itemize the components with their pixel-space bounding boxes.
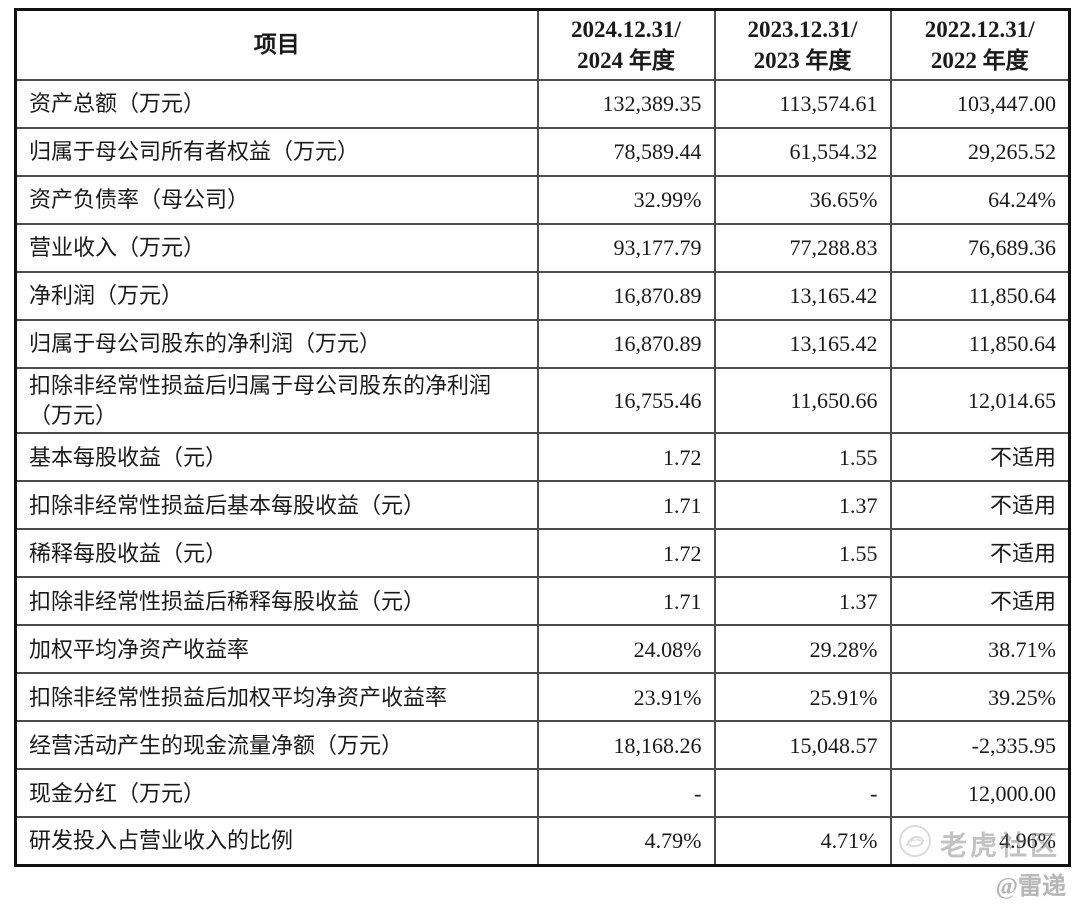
value-2024: 16,870.89 xyxy=(536,319,716,369)
table-row-debt-ratio: 资产负债率（母公司） 32.99% 36.65% 64.24% xyxy=(14,175,1071,225)
value-2024: 93,177.79 xyxy=(536,223,716,273)
value-2022: 不适用 xyxy=(889,528,1071,579)
value-2022: 11,850.64 xyxy=(889,271,1071,321)
value-2022: -2,335.95 xyxy=(889,720,1071,771)
header-2023-line2: 2023 年度 xyxy=(753,48,852,73)
value-2023: 113,574.61 xyxy=(713,79,892,129)
row-label: 营业收入（万元） xyxy=(14,223,539,273)
value-2023: 1.55 xyxy=(713,528,892,579)
table-row-adjusted-diluted-eps: 扣除非经常性损益后稀释每股收益（元） 1.71 1.37 不适用 xyxy=(14,576,1071,627)
value-2024: 24.08% xyxy=(536,624,716,675)
financial-summary-table: 项目 2024.12.31/ 2024 年度 2023.12.31/ 2023 … xyxy=(14,8,1071,867)
header-2023-line1: 2023.12.31/ xyxy=(747,16,858,42)
value-2022: 12,000.00 xyxy=(889,768,1071,819)
header-2023-column: 2023.12.31/ 2023 年度 xyxy=(713,8,892,81)
table-row-revenue: 营业收入（万元） 93,177.79 77,288.83 76,689.36 xyxy=(14,223,1071,273)
row-label: 扣除非经常性损益后基本每股收益（元） xyxy=(14,480,539,531)
value-2024: 1.71 xyxy=(536,480,716,531)
header-2024-column: 2024.12.31/ 2024 年度 xyxy=(536,8,716,81)
value-2023: 36.65% xyxy=(713,175,892,225)
table-row-parent-net-profit: 归属于母公司股东的净利润（万元） 16,870.89 13,165.42 11,… xyxy=(14,319,1071,369)
value-2022: 38.71% xyxy=(889,624,1071,675)
value-2024: 1.72 xyxy=(536,528,716,579)
watermark-author-handle: @雷递 xyxy=(995,874,1066,900)
value-2023: 1.37 xyxy=(713,576,892,627)
value-2023: 13,165.42 xyxy=(713,319,892,369)
row-label: 归属于母公司股东的净利润（万元） xyxy=(14,319,539,369)
value-2023: 15,048.57 xyxy=(713,720,892,771)
row-label: 稀释每股收益（元） xyxy=(14,528,539,579)
value-2024: 18,168.26 xyxy=(536,720,716,771)
table-row-adjusted-basic-eps: 扣除非经常性损益后基本每股收益（元） 1.71 1.37 不适用 xyxy=(14,480,1071,531)
header-item-column: 项目 xyxy=(14,8,539,81)
row-label: 净利润（万元） xyxy=(14,271,539,321)
value-2022: 11,850.64 xyxy=(889,319,1071,369)
value-2024: 132,389.35 xyxy=(536,79,716,129)
row-label: 加权平均净资产收益率 xyxy=(14,624,539,675)
table-row-adjusted-parent-net-profit: 扣除非经常性损益后归属于母公司股东的净利润（万元） 16,755.46 11,6… xyxy=(14,366,1071,435)
value-2022: 4.96% xyxy=(889,816,1071,867)
value-2022: 39.25% xyxy=(889,672,1071,723)
row-label: 扣除非经常性损益后加权平均净资产收益率 xyxy=(14,672,539,723)
value-2024: - xyxy=(536,768,716,819)
table-row-operating-cash-flow: 经营活动产生的现金流量净额（万元） 18,168.26 15,048.57 -2… xyxy=(14,720,1071,771)
value-2024: 78,589.44 xyxy=(536,127,716,177)
header-2024-line2: 2024 年度 xyxy=(577,48,675,73)
row-label: 经营活动产生的现金流量净额（万元） xyxy=(14,720,539,771)
row-label: 扣除非经常性损益后稀释每股收益（元） xyxy=(14,576,539,627)
row-label: 基本每股收益（元） xyxy=(14,432,539,483)
value-2022: 29,265.52 xyxy=(889,127,1071,177)
value-2023: - xyxy=(713,768,892,819)
value-2023: 11,650.66 xyxy=(713,366,892,435)
table-row-cash-dividend: 现金分红（万元） - - 12,000.00 xyxy=(14,768,1071,819)
header-2022-line1: 2022.12.31/ xyxy=(924,16,1035,42)
table-header-row: 项目 2024.12.31/ 2024 年度 2023.12.31/ 2023 … xyxy=(14,8,1071,81)
value-2022: 64.24% xyxy=(889,175,1071,225)
value-2024: 4.79% xyxy=(536,816,716,867)
table-row-diluted-eps: 稀释每股收益（元） 1.72 1.55 不适用 xyxy=(14,528,1071,579)
table-row-adjusted-weighted-roe: 扣除非经常性损益后加权平均净资产收益率 23.91% 25.91% 39.25% xyxy=(14,672,1071,723)
value-2024: 23.91% xyxy=(536,672,716,723)
value-2023: 1.37 xyxy=(713,480,892,531)
row-label: 资产总额（万元） xyxy=(14,79,539,129)
value-2024: 32.99% xyxy=(536,175,716,225)
value-2022: 76,689.36 xyxy=(889,223,1071,273)
table-row-parent-equity: 归属于母公司所有者权益（万元） 78,589.44 61,554.32 29,2… xyxy=(14,127,1071,177)
row-label: 归属于母公司所有者权益（万元） xyxy=(14,127,539,177)
table-row-total-assets: 资产总额（万元） 132,389.35 113,574.61 103,447.0… xyxy=(14,79,1071,129)
header-2022-column: 2022.12.31/ 2022 年度 xyxy=(889,8,1071,81)
value-2023: 77,288.83 xyxy=(713,223,892,273)
value-2022: 不适用 xyxy=(889,432,1071,483)
table-row-net-profit: 净利润（万元） 16,870.89 13,165.42 11,850.64 xyxy=(14,271,1071,321)
header-2024-line1: 2024.12.31/ xyxy=(571,16,681,42)
value-2023: 13,165.42 xyxy=(713,271,892,321)
value-2022: 不适用 xyxy=(889,576,1071,627)
value-2023: 1.55 xyxy=(713,432,892,483)
table-row-rd-ratio: 研发投入占营业收入的比例 4.79% 4.71% 4.96% xyxy=(14,816,1071,867)
value-2023: 25.91% xyxy=(713,672,892,723)
value-2023: 4.71% xyxy=(713,816,892,867)
row-label: 资产负债率（母公司） xyxy=(14,175,539,225)
value-2022: 12,014.65 xyxy=(889,366,1071,435)
value-2024: 16,755.46 xyxy=(536,366,716,435)
value-2022: 不适用 xyxy=(889,480,1071,531)
row-label: 现金分红（万元） xyxy=(14,768,539,819)
header-2022-line2: 2022 年度 xyxy=(930,48,1029,73)
table-row-weighted-roe: 加权平均净资产收益率 24.08% 29.28% 38.71% xyxy=(14,624,1071,675)
row-label: 研发投入占营业收入的比例 xyxy=(14,816,539,867)
value-2022: 103,447.00 xyxy=(889,79,1071,129)
value-2024: 1.72 xyxy=(536,432,716,483)
value-2023: 61,554.32 xyxy=(713,127,892,177)
value-2023: 29.28% xyxy=(713,624,892,675)
financial-table: 项目 2024.12.31/ 2024 年度 2023.12.31/ 2023 … xyxy=(14,8,1071,867)
value-2024: 16,870.89 xyxy=(536,271,716,321)
table-row-basic-eps: 基本每股收益（元） 1.72 1.55 不适用 xyxy=(14,432,1071,483)
row-label: 扣除非经常性损益后归属于母公司股东的净利润（万元） xyxy=(14,366,539,435)
value-2024: 1.71 xyxy=(536,576,716,627)
